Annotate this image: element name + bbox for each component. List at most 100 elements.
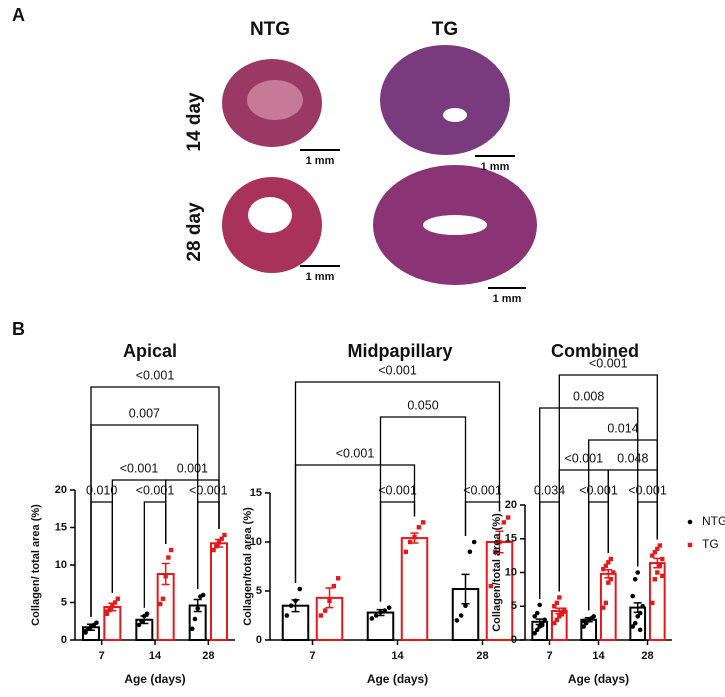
legend-marker — [687, 542, 693, 548]
data-point — [373, 613, 379, 618]
y-tick-label: 20 — [505, 499, 517, 511]
data-point — [608, 577, 613, 582]
data-point — [214, 544, 219, 549]
data-point — [557, 595, 562, 600]
p-value: 0.034 — [534, 483, 565, 497]
data-point — [534, 627, 540, 633]
scale-bar-label: 1 mm — [306, 271, 335, 283]
data-point — [192, 616, 198, 622]
data-point — [601, 566, 606, 572]
data-point — [650, 553, 655, 558]
data-point — [463, 603, 468, 608]
data-point — [562, 609, 567, 614]
data-point — [104, 611, 110, 616]
y-axis-label: Collagen/total area (%) — [242, 507, 254, 626]
chart-title: Combined — [551, 341, 639, 361]
data-point — [603, 600, 609, 606]
data-point — [635, 570, 640, 575]
p-value: <0.001 — [189, 483, 228, 497]
p-value: 0.014 — [607, 421, 638, 435]
data-point — [386, 605, 392, 610]
data-point — [216, 540, 222, 545]
row-label: 28 day — [184, 202, 205, 262]
data-point — [660, 556, 665, 562]
comparison-bracket — [143, 501, 167, 608]
p-value: 0.007 — [129, 406, 160, 420]
panel-label: A — [12, 5, 25, 25]
data-point — [407, 539, 413, 545]
data-point — [107, 607, 112, 613]
data-point — [416, 525, 422, 530]
data-point — [640, 603, 645, 609]
p-value: <0.001 — [378, 483, 417, 497]
p-value: <0.001 — [120, 461, 159, 475]
tissue — [380, 45, 510, 155]
data-point — [554, 600, 560, 606]
data-point — [552, 604, 557, 609]
comparison-bracket — [464, 501, 501, 536]
data-point — [532, 614, 538, 619]
data-point — [136, 622, 142, 628]
bar — [485, 541, 514, 641]
data-point — [606, 580, 611, 585]
data-point — [322, 608, 328, 613]
data-point — [534, 610, 540, 616]
data-point — [83, 628, 88, 634]
tissue-fiber — [247, 80, 303, 120]
y-axis-label: Collagen/ total area (%) — [30, 504, 42, 626]
y-tick-label: 0 — [256, 634, 262, 646]
data-point — [660, 573, 665, 579]
legend-label: NTG — [702, 514, 725, 528]
data-point — [293, 598, 298, 604]
p-value: 0.010 — [86, 483, 117, 497]
data-point — [591, 614, 596, 619]
x-tick-label: 7 — [309, 650, 315, 662]
x-tick-label: 7 — [99, 650, 105, 662]
data-point — [497, 539, 502, 545]
p-value: <0.001 — [463, 483, 502, 497]
data-point — [501, 520, 507, 525]
data-point — [318, 613, 324, 618]
p-value: <0.001 — [579, 483, 618, 497]
y-tick-label: 0 — [511, 634, 517, 646]
legend-marker — [687, 519, 693, 525]
data-point — [603, 563, 609, 568]
y-tick-label: 15 — [55, 521, 67, 533]
p-value: <0.001 — [136, 483, 175, 497]
x-tick-label: 14 — [149, 650, 162, 662]
data-point — [611, 570, 616, 575]
p-value: <0.001 — [589, 356, 628, 370]
data-point — [327, 598, 332, 603]
p-value: 0.001 — [177, 461, 208, 475]
comparison-bracket — [539, 501, 560, 599]
y-tick-label: 5 — [256, 585, 262, 597]
comparison-bracket — [588, 501, 609, 611]
comparison-bracket — [588, 439, 658, 611]
data-point — [222, 532, 227, 538]
data-point — [144, 611, 150, 617]
data-point — [655, 570, 660, 575]
data-point — [539, 622, 545, 628]
chart-title: Apical — [123, 341, 177, 361]
data-point — [635, 614, 640, 619]
p-value: <0.001 — [565, 451, 604, 465]
data-point — [288, 603, 294, 608]
data-point — [581, 618, 587, 624]
data-point — [632, 576, 638, 582]
p-value: 0.050 — [407, 398, 438, 412]
comparison-bracket — [197, 501, 220, 589]
p-value: <0.001 — [136, 368, 175, 382]
error-bar — [161, 562, 170, 586]
data-point — [552, 620, 557, 626]
data-point — [471, 539, 477, 545]
data-point — [657, 563, 662, 568]
data-point — [378, 610, 383, 615]
data-point — [195, 606, 200, 611]
data-point — [467, 549, 473, 555]
data-point — [537, 602, 542, 608]
histology-images — [222, 45, 537, 289]
data-point — [505, 515, 511, 520]
p-value: 0.008 — [573, 389, 604, 403]
data-point — [110, 604, 115, 609]
